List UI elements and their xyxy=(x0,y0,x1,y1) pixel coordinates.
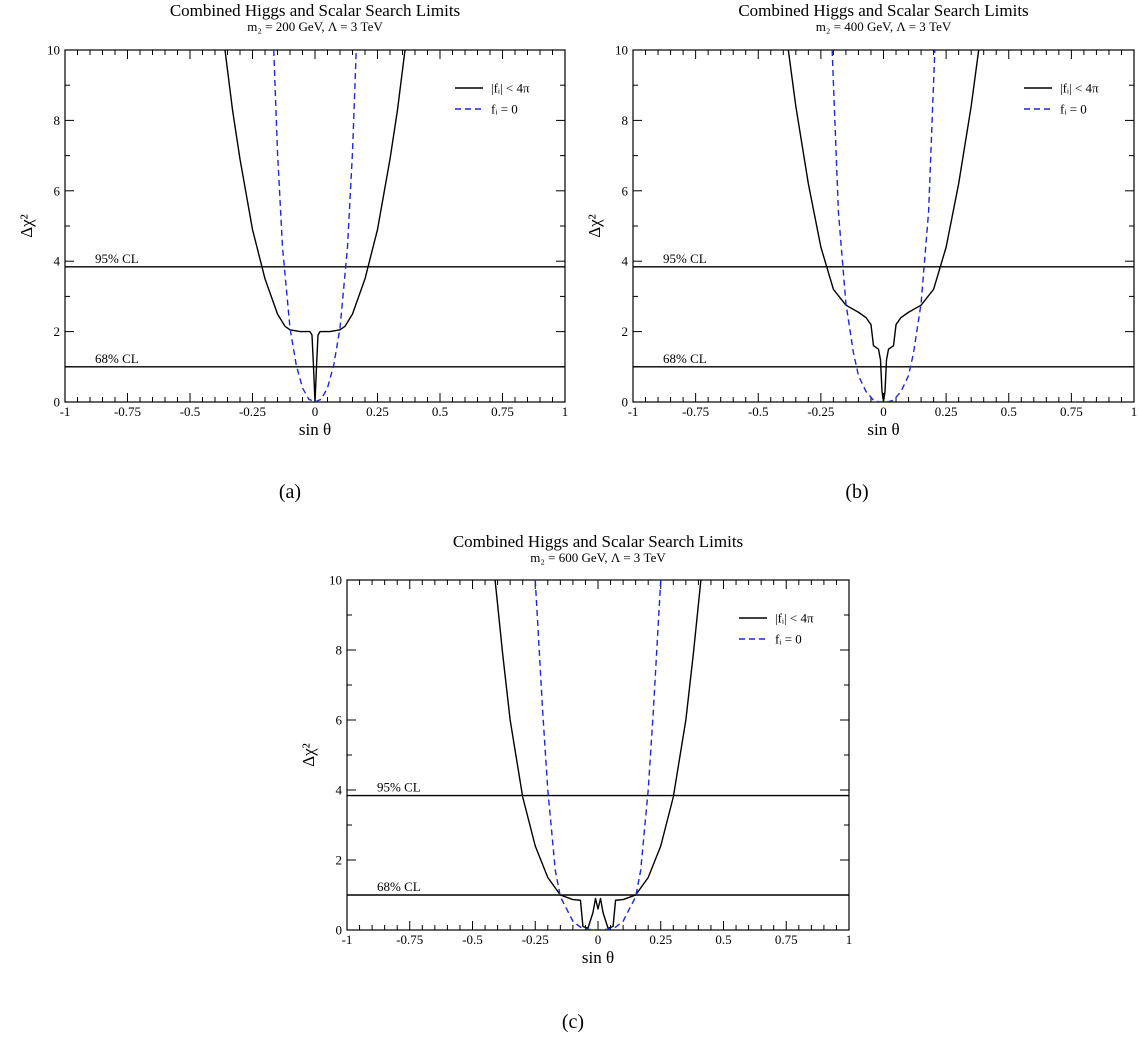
y-axis-label: Δχ² xyxy=(299,743,318,767)
series-line-2 xyxy=(831,50,936,402)
x-tick-label: 0.5 xyxy=(432,404,448,419)
x-tick-label: -0.75 xyxy=(682,404,709,419)
x-tick-label: 0.25 xyxy=(649,932,672,947)
y-tick-label: 8 xyxy=(336,643,343,658)
y-tick-label: 4 xyxy=(622,254,629,269)
panel-caption-1: (a) xyxy=(279,481,301,503)
y-tick-label: 2 xyxy=(54,324,61,339)
x-tick-label: 0.25 xyxy=(366,404,389,419)
chart-subtitle: m₂ = 400 GeV, Λ = 3 TeV xyxy=(816,19,952,34)
x-tick-label: -0.75 xyxy=(396,932,423,947)
x-tick-label: 1 xyxy=(562,404,569,419)
y-tick-label: 6 xyxy=(54,183,61,198)
chart-panel-2: Combined Higgs and Scalar Search Limitsm… xyxy=(585,1,1137,439)
reference-line-label: 95% CL xyxy=(663,251,707,266)
legend-label-1: |fᵢ| < 4π xyxy=(1060,81,1099,96)
chart-panel-3: Combined Higgs and Scalar Search Limitsm… xyxy=(299,532,852,967)
y-tick-label: 0 xyxy=(622,395,629,410)
y-tick-label: 0 xyxy=(336,923,343,938)
series-line-1 xyxy=(224,50,406,402)
y-axis-label: Δχ² xyxy=(585,214,604,238)
x-tick-label: 0.25 xyxy=(935,404,958,419)
reference-line-label: 68% CL xyxy=(95,351,139,366)
series-group xyxy=(494,580,702,930)
x-tick-label: 1 xyxy=(846,932,853,947)
x-tick-label: -0.75 xyxy=(114,404,141,419)
chart-title: Combined Higgs and Scalar Search Limits xyxy=(170,1,460,20)
reference-line-label: 68% CL xyxy=(663,351,707,366)
y-tick-label: 6 xyxy=(336,713,343,728)
x-tick-label: -0.25 xyxy=(522,932,549,947)
x-tick-label: -1 xyxy=(60,404,71,419)
y-tick-label: 10 xyxy=(47,43,60,58)
panel-caption-3: (c) xyxy=(562,1011,584,1033)
series-group xyxy=(787,50,980,402)
series-line-1 xyxy=(494,580,702,929)
chart-subtitle: m₂ = 200 GeV, Λ = 3 TeV xyxy=(247,19,383,34)
y-tick-label: 8 xyxy=(622,113,629,128)
y-axis-label: Δχ² xyxy=(17,214,36,238)
y-tick-label: 10 xyxy=(329,573,342,588)
y-tick-label: 4 xyxy=(336,783,343,798)
y-tick-label: 2 xyxy=(622,324,629,339)
x-tick-label: 1 xyxy=(1131,404,1138,419)
x-tick-label: -0.25 xyxy=(239,404,266,419)
chart-panel-1: Combined Higgs and Scalar Search Limitsm… xyxy=(17,1,568,439)
x-tick-label: -1 xyxy=(342,932,353,947)
plot-frame xyxy=(64,49,566,403)
legend-label-1: |fᵢ| < 4π xyxy=(491,81,530,96)
y-tick-label: 2 xyxy=(336,853,343,868)
series-line-1 xyxy=(787,50,980,402)
legend-label-2: fᵢ = 0 xyxy=(775,632,802,647)
series-group xyxy=(224,50,406,402)
x-tick-label: 0.75 xyxy=(491,404,514,419)
y-tick-label: 6 xyxy=(622,183,629,198)
legend-label-2: fᵢ = 0 xyxy=(491,102,518,117)
chart-title: Combined Higgs and Scalar Search Limits xyxy=(738,1,1028,20)
series-line-2 xyxy=(534,580,662,930)
y-tick-label: 10 xyxy=(615,43,628,58)
x-tick-label: 0.75 xyxy=(1060,404,1083,419)
plot-frame xyxy=(346,579,850,931)
x-axis-label: sin θ xyxy=(299,420,331,439)
series-line-2 xyxy=(273,50,357,402)
plot-frame xyxy=(632,49,1135,403)
x-tick-label: 0 xyxy=(595,932,602,947)
chart-subtitle: m₂ = 600 GeV, Λ = 3 TeV xyxy=(530,550,666,565)
panel-caption-2: (b) xyxy=(845,481,868,503)
x-tick-label: -0.5 xyxy=(748,404,769,419)
x-tick-label: -0.5 xyxy=(180,404,201,419)
x-tick-label: 0.5 xyxy=(715,932,731,947)
y-tick-label: 8 xyxy=(54,113,61,128)
x-tick-label: -0.25 xyxy=(807,404,834,419)
legend-label-1: |fᵢ| < 4π xyxy=(775,611,814,626)
y-tick-label: 0 xyxy=(54,395,61,410)
x-axis-label: sin θ xyxy=(582,948,614,967)
reference-line-label: 95% CL xyxy=(95,251,139,266)
x-axis-label: sin θ xyxy=(867,420,899,439)
x-tick-label: 0 xyxy=(312,404,319,419)
x-tick-label: -1 xyxy=(628,404,639,419)
x-tick-label: -0.5 xyxy=(462,932,483,947)
x-tick-label: 0.75 xyxy=(775,932,798,947)
x-tick-label: 0.5 xyxy=(1001,404,1017,419)
chart-title: Combined Higgs and Scalar Search Limits xyxy=(453,532,743,551)
x-tick-label: 0 xyxy=(880,404,887,419)
reference-line-label: 68% CL xyxy=(377,879,421,894)
y-tick-label: 4 xyxy=(54,254,61,269)
legend-label-2: fᵢ = 0 xyxy=(1060,102,1087,117)
reference-line-label: 95% CL xyxy=(377,780,421,795)
